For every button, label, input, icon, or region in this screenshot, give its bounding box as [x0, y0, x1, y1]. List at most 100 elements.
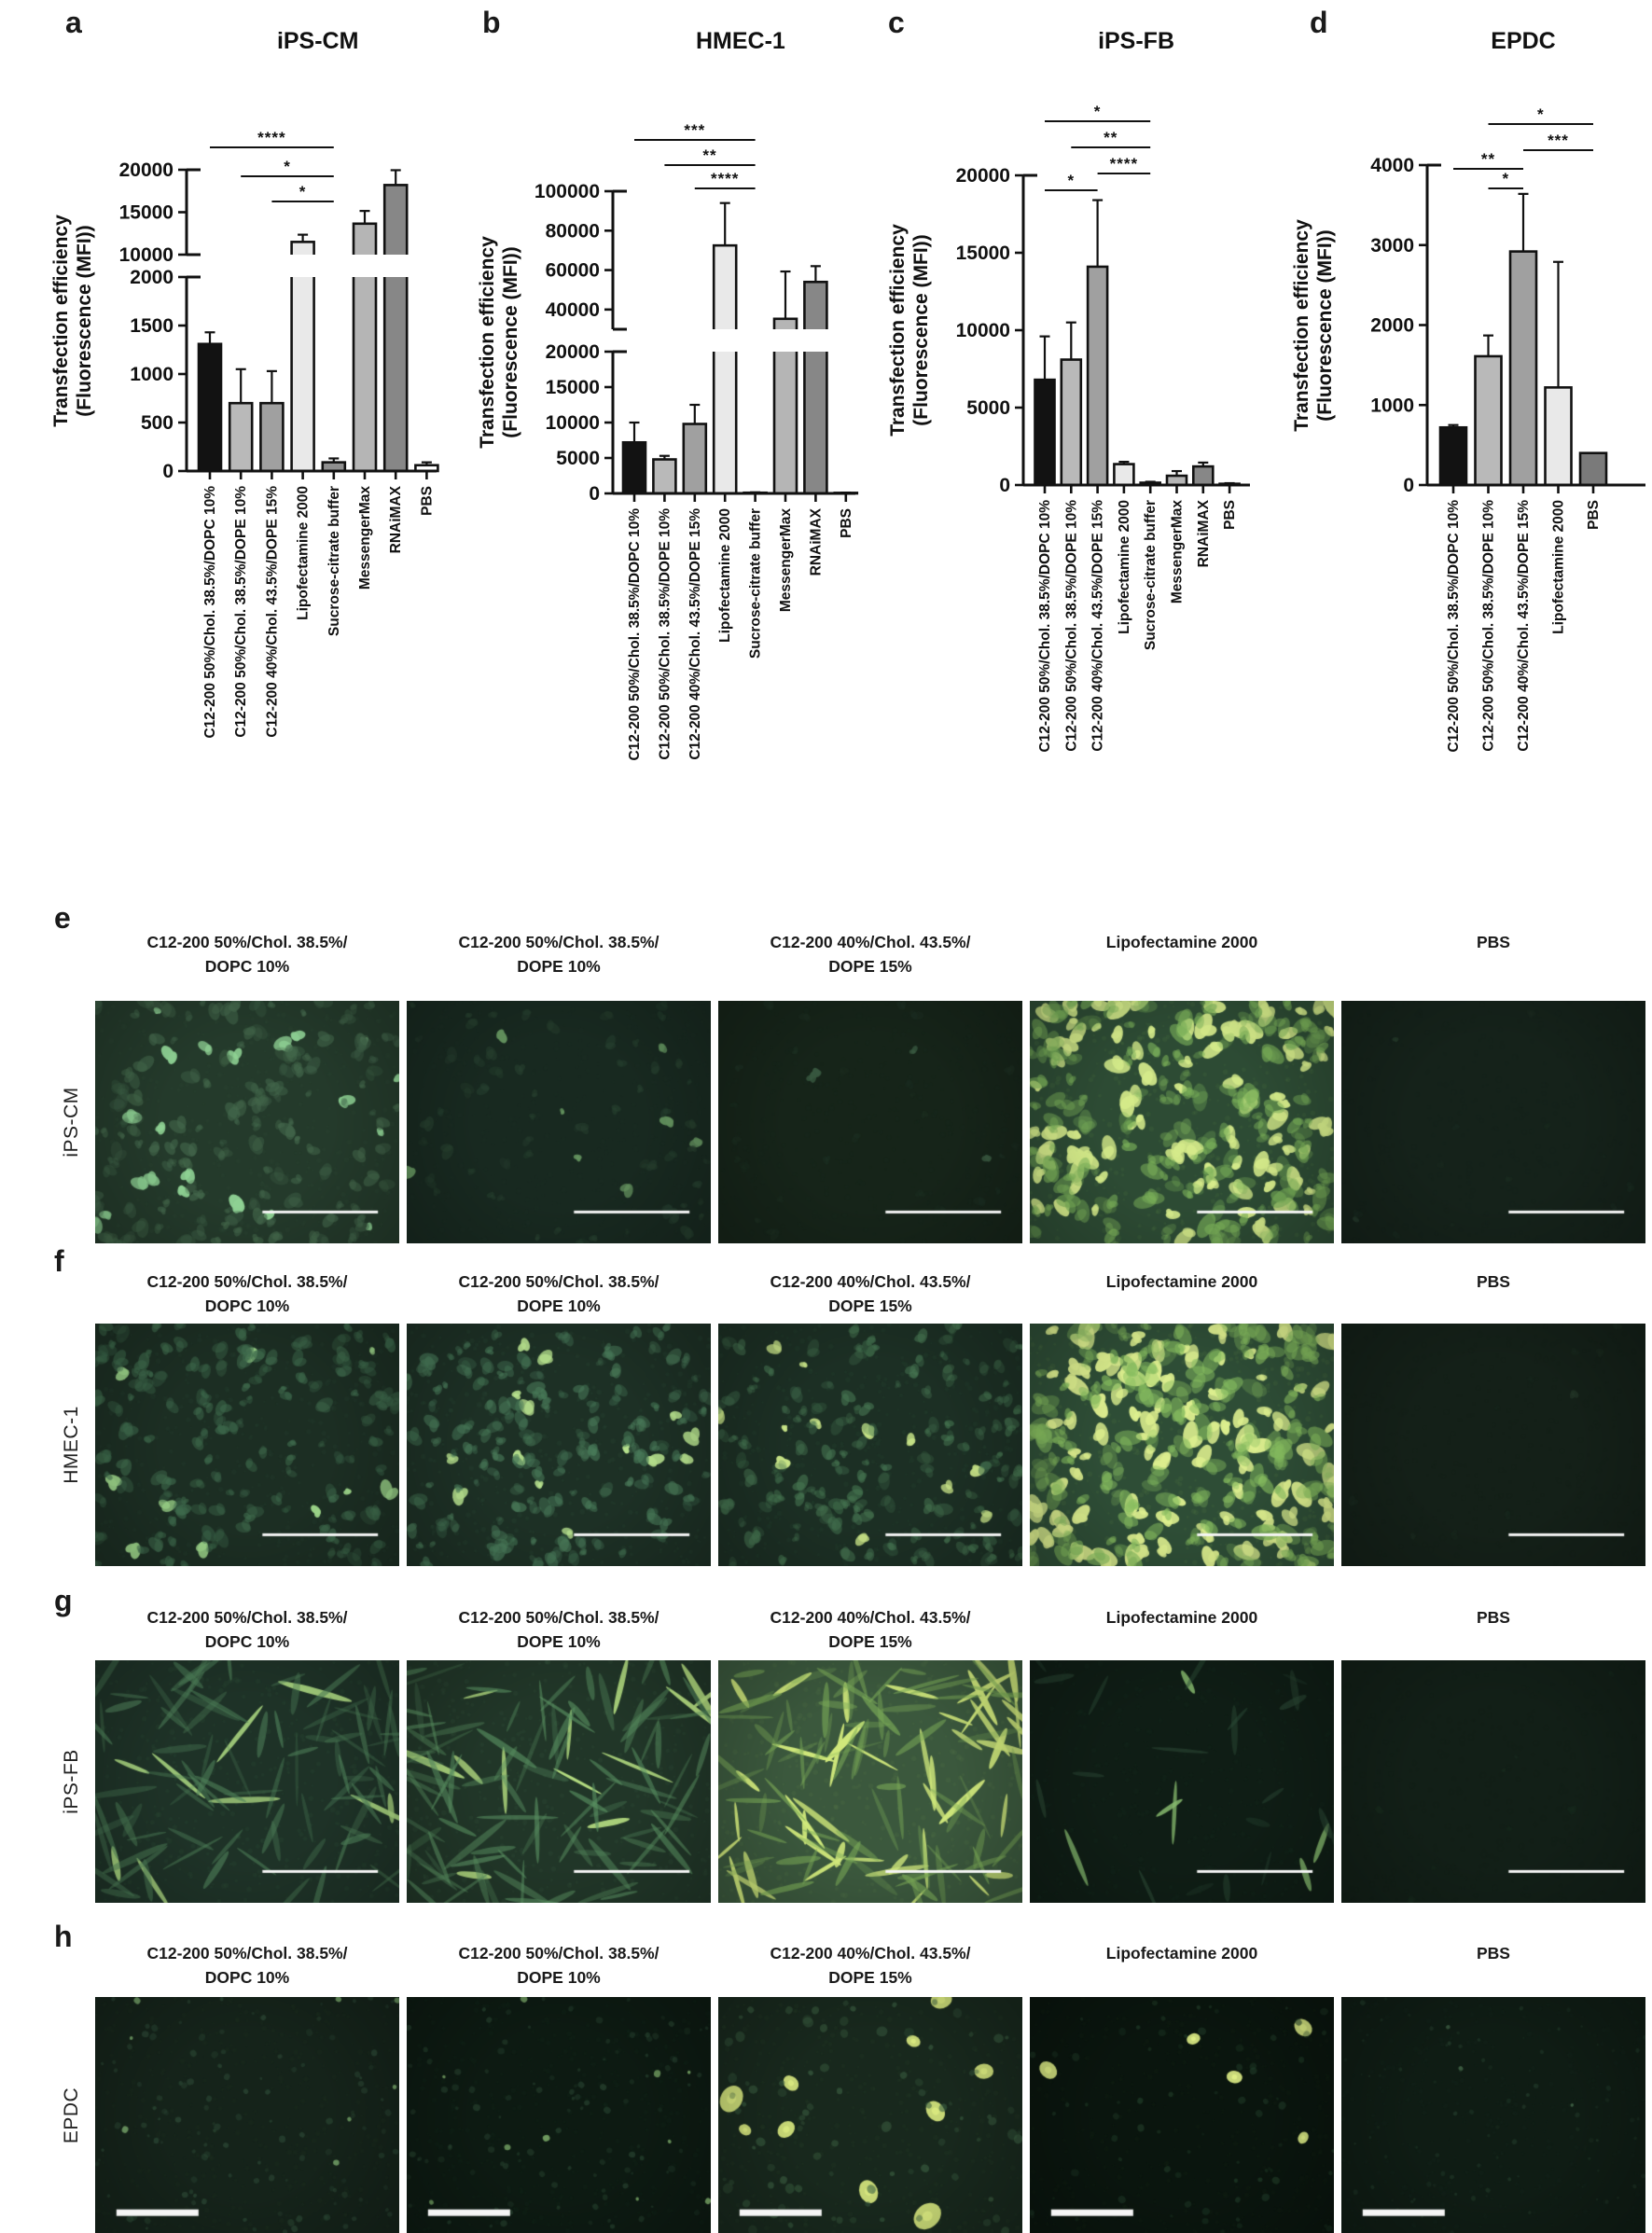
x-category-label: Sucrose-citrate buffer: [326, 486, 342, 636]
chart-panel-a: a iPS-CM Transfection efficiency (Fluore…: [17, 0, 446, 877]
x-category-label: Lipofectamine 2000: [717, 508, 733, 643]
column-header-line1: PBS: [1477, 1944, 1510, 1963]
bar-d-5: [1578, 451, 1608, 487]
bar-chart-hmec-1: 0 5000 10000 15000 20000 40000 60000 80000 10000…: [534, 121, 859, 761]
column-header-line2: DOPE 15%: [828, 1968, 912, 1987]
significance-stars: **: [702, 146, 716, 164]
column-header-line1: Lipofectamine 2000: [1105, 1608, 1258, 1627]
x-category-label: RNAiMAX: [388, 485, 404, 553]
chart-panel-c: c iPS-FB Transfection efficiency (Fluore…: [840, 0, 1264, 877]
significance-stars: *: [1067, 172, 1075, 189]
x-category-label: PBS: [419, 486, 435, 516]
x-category-label: C12-200 50%/Chol. 38.5%/DOPC 10%: [202, 486, 218, 739]
column-header-line1: C12-200 40%/Chol. 43.5%/: [770, 1608, 971, 1627]
y-tick-label: 0: [1403, 475, 1414, 496]
column-header-line1: PBS: [1477, 1272, 1510, 1291]
x-category-label: C12-200 40%/Chol. 43.5%/DOPE 15%: [1516, 500, 1532, 752]
micro-image-f-2: [407, 1324, 711, 1566]
micro-image-h-5: [1341, 1997, 1645, 2233]
significance-stars: **: [1481, 150, 1495, 168]
y-tick-label: 20000: [956, 165, 1010, 187]
column-header-line2: DOPE 10%: [517, 1632, 601, 1651]
x-category-label: C12-200 50%/Chol. 38.5%/DOPC 10%: [1446, 500, 1462, 753]
column-header-line2: DOPC 10%: [204, 1632, 290, 1651]
significance-stars: ****: [711, 170, 739, 187]
bar-a-3: [259, 401, 285, 473]
column-header-line2: DOPE 10%: [517, 1297, 601, 1315]
panel-letter-a: a: [65, 6, 82, 39]
micro-image-e-4: [1030, 1001, 1334, 1243]
column-header-line1: PBS: [1477, 933, 1510, 951]
panel-letter-h: h: [54, 1920, 73, 1953]
panel-letter-e: e: [54, 901, 71, 935]
row-label-epdc: EPDC: [61, 2087, 82, 2143]
significance-stars: ****: [1110, 155, 1138, 173]
bar-a-7: [382, 184, 409, 473]
micro-image-e-5: [1341, 1001, 1645, 1243]
bar-chart-epdc: 0 1000 2000 3000 4000 C12-200 50%/Chol. 38.5%…: [1370, 105, 1645, 753]
bar-c-7: [1191, 465, 1215, 487]
bar-b-2: [652, 458, 677, 495]
column-header-line2: DOPC 10%: [204, 1297, 290, 1315]
y-tick-label: 20000: [119, 160, 174, 181]
x-category-label: C12-200 40%/Chol. 43.5%/DOPE 15%: [687, 508, 703, 760]
y-tick-label: 10000: [119, 244, 174, 266]
column-header-line2: DOPC 10%: [204, 1968, 290, 1987]
row-label-ips-fb: iPS-FB: [61, 1749, 82, 1814]
panel-letter-b: b: [482, 6, 501, 39]
significance-stars: *: [1537, 105, 1545, 123]
panel-letter-d: d: [1310, 6, 1328, 39]
x-category-label: PBS: [839, 508, 854, 538]
y-tick-label: 1500: [130, 315, 174, 337]
chart-title-a: iPS-CM: [276, 28, 359, 54]
y-tick-label: 0: [589, 483, 600, 505]
bar-b-3: [682, 423, 708, 495]
bar-d-2: [1474, 354, 1503, 487]
panel-letter-c: c: [888, 6, 905, 39]
y-tick-label: 80000: [546, 220, 600, 242]
x-category-label: MessengerMax: [778, 508, 794, 613]
x-category-label: C12-200 50%/Chol. 38.5%/DOPE 10%: [1063, 500, 1079, 752]
micro-image-h-1: [95, 1997, 399, 2233]
column-header-line2: DOPE 10%: [517, 957, 601, 976]
x-category-label: MessengerMax: [357, 486, 373, 590]
column-header-line2: DOPE 10%: [517, 1968, 601, 1987]
significance-stars: **: [1104, 129, 1118, 146]
micro-image-f-1: [95, 1324, 399, 1566]
y-tick-label: 15000: [119, 202, 174, 224]
panel-letter-g: g: [54, 1584, 73, 1617]
chart-panel-b: b HMEC-1 Transfection efficiency (Fluore…: [434, 0, 868, 877]
y-tick-label: 100000: [534, 181, 600, 202]
y-tick-label: 0: [999, 475, 1010, 496]
micro-image-h-3: [718, 1997, 1022, 2233]
micro-image-e-3: [718, 1001, 1022, 1243]
bar-b-7: [803, 280, 828, 495]
column-header-line2: DOPE 15%: [828, 957, 912, 976]
y-tick-label: 20000: [546, 341, 600, 363]
column-header-line1: C12-200 50%/Chol. 38.5%/: [458, 1272, 659, 1291]
row-label-hmec-1: HMEC-1: [61, 1406, 82, 1484]
bar-chart-ips-fb: 0 5000 10000 15000 20000 C12-200 50%/Chol. 38…: [956, 103, 1250, 753]
column-header-line1: C12-200 50%/Chol. 38.5%/: [146, 1272, 348, 1291]
bar-c-1: [1034, 378, 1056, 487]
x-category-label: Lipofectamine 2000: [296, 486, 312, 620]
micro-image-h-2: [407, 1997, 711, 2233]
micro-image-g-3: [718, 1660, 1022, 1903]
micro-image-g-2: [407, 1660, 711, 1903]
y-tick-label: 3000: [1370, 235, 1414, 257]
column-header-line1: C12-200 50%/Chol. 38.5%/: [146, 933, 348, 951]
y-tick-label: 0: [162, 461, 174, 482]
x-category-label: C12-200 40%/Chol. 43.5%/DOPE 15%: [264, 486, 280, 738]
significance-stars: *: [1502, 170, 1509, 187]
micro-image-e-1: [95, 1001, 399, 1243]
significance-stars: *: [284, 158, 291, 175]
panel-letter-f: f: [54, 1244, 64, 1278]
chart-title-c: iPS-FB: [1098, 28, 1175, 54]
x-category-label: RNAiMAX: [808, 507, 824, 576]
x-category-label: Sucrose-citrate buffer: [1143, 500, 1159, 650]
bar-a-1: [197, 342, 223, 473]
y-tick-label: 15000: [546, 377, 600, 398]
x-category-label: MessengerMax: [1170, 500, 1186, 604]
